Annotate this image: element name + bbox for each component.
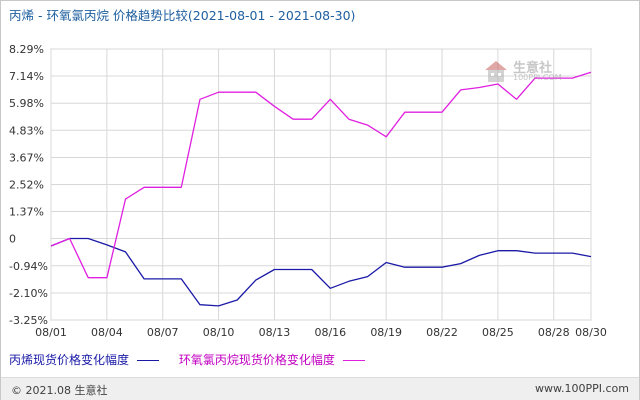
x-tick-label: 08/28: [538, 326, 570, 339]
x-tick-label: 08/19: [370, 326, 402, 339]
legend-label-series-1: 丙烯现货价格变化幅度: [9, 353, 130, 367]
x-tick-label: 08/22: [426, 326, 458, 339]
x-tick-label: 08/30: [575, 326, 607, 339]
y-tick-label: -2.10%: [9, 287, 48, 300]
x-tick-label: 08/13: [259, 326, 291, 339]
y-tick-label: 7.14%: [9, 70, 44, 83]
x-tick-label: 08/10: [203, 326, 235, 339]
footer-copyright: © 2021.08 生意社: [11, 384, 108, 397]
x-tick-label: 08/04: [91, 326, 123, 339]
legend-item-series-1: 丙烯现货价格变化幅度: [9, 351, 160, 368]
legend: 丙烯现货价格变化幅度 环氧氯丙烷现货价格变化幅度: [9, 351, 381, 371]
footer-bar: © 2021.08 生意社 www.100PPI.com: [1, 377, 639, 400]
legend-label-series-2: 环氧氯丙烷现货价格变化幅度: [178, 353, 335, 367]
legend-swatch-series-1: [137, 360, 160, 361]
legend-item-series-2: 环氧氯丙烷现货价格变化幅度: [179, 351, 365, 368]
watermark-url: 100PPI.COM: [513, 73, 562, 82]
y-tick-label: -3.25%: [9, 314, 48, 327]
y-tick-label: 3.67%: [9, 151, 44, 164]
series-line-2: [50, 71, 592, 279]
x-tick-label: 08/16: [314, 326, 346, 339]
x-tick-label: 08/07: [147, 326, 179, 339]
x-tick-label: 08/25: [482, 326, 514, 339]
x-tick-label: 08/01: [35, 326, 67, 339]
y-tick-label: 8.29%: [9, 43, 44, 56]
footer-url-link[interactable]: www.100PPI.com: [535, 382, 629, 395]
y-tick-label: 4.83%: [9, 124, 44, 137]
watermark: 生意社 100PPI.COM: [483, 57, 579, 87]
plot-area: 8.29% 7.14% 5.98% 4.83% 3.67% 2.52% 1.37% 0 -0.9…: [9, 43, 607, 339]
watermark-name: 生意社: [513, 61, 553, 76]
y-tick-label: 5.98%: [9, 97, 44, 110]
y-tick-label: 1.37%: [9, 206, 44, 219]
y-tick-label: 0: [9, 233, 16, 246]
y-tick-label: 2.52%: [9, 179, 44, 192]
legend-swatch-series-2: [342, 360, 365, 361]
y-tick-label: -0.94%: [9, 260, 48, 273]
series-line-1: [50, 237, 592, 307]
chart-title: 丙烯 - 环氧氯丙烷 价格趋势比较(2021-08-01 - 2021-08-3…: [9, 8, 356, 23]
house-icon: [485, 61, 507, 82]
